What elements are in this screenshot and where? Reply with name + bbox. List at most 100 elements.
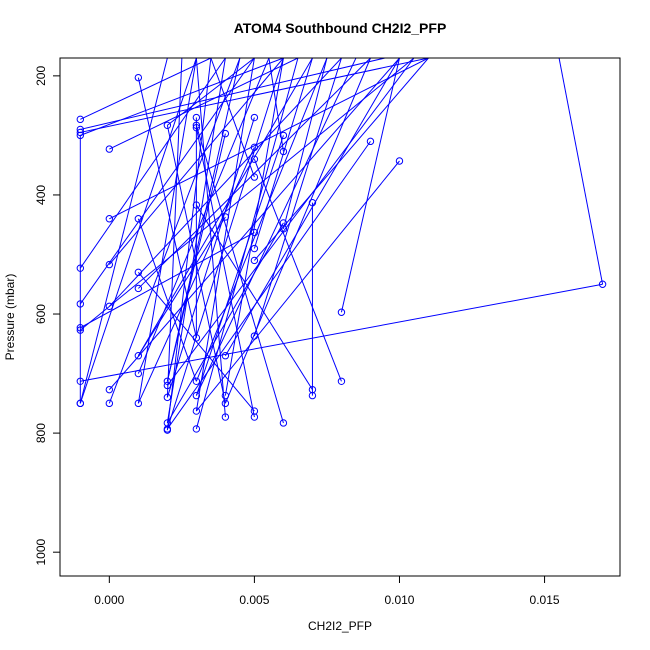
series-line-segment [109, 58, 299, 150]
x-tick-label: 0.010 [384, 593, 414, 607]
data-point [105, 399, 114, 408]
data-point [163, 377, 172, 385]
series-line-segment [224, 58, 371, 404]
data-point [105, 260, 114, 269]
data-point [192, 123, 201, 132]
series-line-segment [166, 141, 371, 430]
series-group [76, 58, 607, 434]
data-point [192, 201, 201, 209]
plot-content [76, 58, 607, 434]
series-line-segment [224, 58, 284, 396]
x-tick-label: 0.000 [94, 593, 124, 607]
series-line-segment [195, 58, 357, 396]
data-point [192, 334, 201, 342]
data-point [221, 129, 230, 138]
y-tick-label: 1000 [34, 539, 48, 566]
data-point [192, 377, 201, 385]
series-line-segment [195, 58, 255, 412]
data-point [250, 244, 259, 253]
y-tick-label: 400 [34, 185, 48, 205]
series-line-segment [80, 232, 255, 329]
data-point [192, 407, 201, 415]
series-line-segment [166, 58, 212, 431]
x-tick-label: 0.005 [239, 593, 269, 607]
data-point [192, 121, 201, 129]
data-point [134, 369, 143, 378]
data-point [76, 115, 85, 124]
y-axis-label: Pressure (mbar) [3, 274, 17, 361]
data-point [279, 131, 288, 140]
data-point [598, 280, 607, 288]
series-line-segment [108, 58, 342, 307]
data-point [163, 393, 172, 402]
x-axis-label: CH2I2_PFP [308, 619, 372, 633]
series-line-segment [108, 58, 400, 390]
series-line-segment [80, 283, 603, 382]
series-line-segment [79, 58, 168, 404]
y-axis: 200 400 600 800 1000 [34, 66, 61, 566]
data-point [250, 256, 259, 265]
plot-frame [59, 57, 621, 577]
data-point [250, 155, 259, 163]
series-line-segment [137, 147, 255, 404]
series-line-segment [254, 58, 429, 261]
x-axis: 0.000 0.005 0.010 0.015 [94, 575, 560, 607]
series-line-segment [558, 58, 604, 285]
series-line-segment [253, 58, 342, 337]
series-line-segment [79, 58, 226, 269]
series-line-segment [340, 58, 400, 313]
series-line-segment [137, 58, 197, 404]
series-line-segment [166, 222, 284, 424]
series-line-segment [195, 160, 400, 412]
data-point [221, 399, 230, 408]
data-point [366, 137, 375, 146]
data-point [76, 128, 85, 137]
data-point [163, 426, 172, 434]
data-point [76, 264, 85, 272]
series-line-segment [195, 58, 226, 418]
series-line-segment [282, 58, 328, 230]
data-point [250, 113, 259, 122]
data-point [134, 268, 143, 277]
data-point [337, 377, 346, 385]
series-line-segment [79, 58, 255, 305]
series-line-segment [253, 58, 313, 249]
data-point [279, 419, 288, 427]
series-line-segment [80, 58, 212, 120]
series-line-segment [80, 58, 284, 136]
series-line-segment [166, 58, 284, 430]
data-point [134, 215, 143, 223]
series-line-segment [268, 58, 284, 152]
data-point [76, 324, 85, 332]
series-line-segment [195, 135, 284, 396]
data-point [134, 284, 143, 293]
series-line-segment [166, 117, 255, 398]
data-point [105, 385, 114, 394]
data-point [395, 157, 404, 165]
series-line-segment [109, 58, 429, 220]
series-line-segment [137, 272, 255, 412]
data-point [308, 198, 317, 207]
data-point [105, 215, 114, 223]
chart-title: ATOM4 Southbound CH2I2_PFP [234, 20, 447, 36]
data-point [250, 332, 259, 340]
series-line-segment [137, 58, 313, 356]
data-point [221, 213, 230, 221]
data-point [250, 228, 259, 237]
data-point [134, 352, 143, 360]
series-line-segment [80, 58, 429, 133]
data-point [76, 131, 85, 140]
data-point [105, 145, 114, 153]
data-point [163, 381, 172, 390]
data-point [192, 113, 201, 122]
data-point [279, 225, 288, 233]
data-point [134, 399, 143, 408]
data-point [192, 425, 201, 433]
series-line-segment [166, 133, 226, 382]
series-line-segment [167, 58, 255, 126]
y-tick-label: 600 [34, 304, 48, 324]
series-line-segment [166, 58, 183, 398]
data-point [134, 73, 143, 82]
